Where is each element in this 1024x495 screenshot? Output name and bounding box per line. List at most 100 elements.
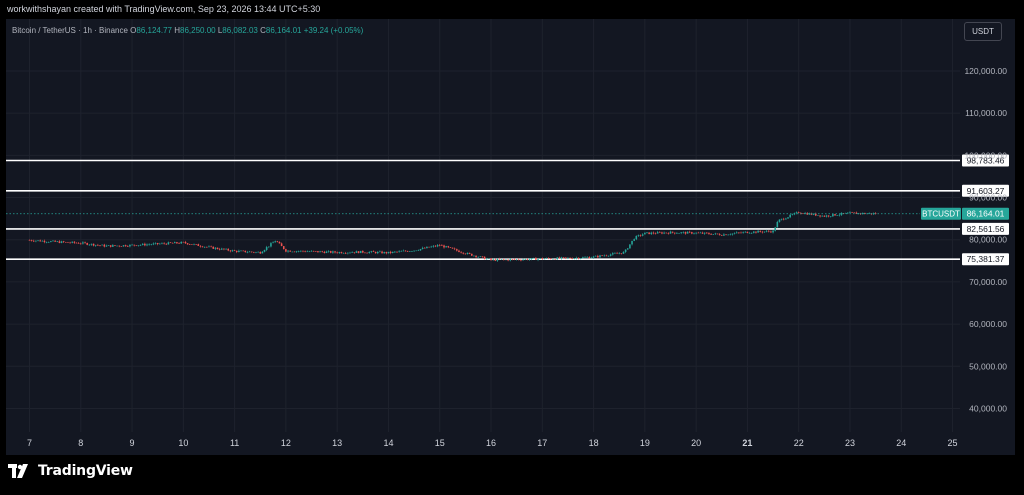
candle-body <box>39 240 41 242</box>
candle-body <box>120 246 123 247</box>
last-price-marker: BTCUSDT 86,164.01 <box>6 207 1009 220</box>
candle-body <box>152 243 155 245</box>
candle-body <box>71 241 74 243</box>
candle-body <box>56 241 59 242</box>
candle-body <box>520 259 522 261</box>
candle-body <box>415 250 418 252</box>
candle-body <box>458 250 460 253</box>
candle-body <box>293 251 296 253</box>
candle-body <box>291 251 294 253</box>
candle-body <box>511 259 514 260</box>
candle-body <box>381 251 383 254</box>
candle-body <box>716 233 719 235</box>
candle-body <box>817 215 819 216</box>
candle-body <box>406 251 409 252</box>
candle-body <box>740 232 742 234</box>
x-tick-label: 7 <box>27 438 32 448</box>
candle-body <box>827 215 830 217</box>
candle-body <box>210 246 212 248</box>
candle-body <box>778 219 781 222</box>
candle-body <box>597 255 599 258</box>
candle-body <box>445 246 447 248</box>
currency-button[interactable]: USDT <box>964 22 1002 41</box>
candle-body <box>376 251 379 254</box>
candle-body <box>723 234 725 236</box>
candle-body <box>62 241 65 243</box>
candle-body <box>838 214 841 216</box>
candle-body <box>355 251 358 253</box>
candle-body <box>105 245 108 247</box>
y-tick-label: 40,000.00 <box>969 403 1007 413</box>
candle-body <box>725 234 727 236</box>
candle-body <box>310 250 313 252</box>
candle-body <box>821 215 824 217</box>
candle-body <box>278 241 281 244</box>
time-axis: 7 8 9 10 11 12 13 14 15 16 17 18 19 20 21 22 23 24 25 <box>27 438 958 448</box>
candle-body <box>159 243 161 245</box>
candle-body <box>524 259 527 260</box>
candle-body <box>695 232 697 234</box>
y-tick-label: 70,000.00 <box>969 277 1007 287</box>
candle-body <box>203 246 206 248</box>
candle-body <box>579 258 582 259</box>
candle-body <box>832 214 834 217</box>
candle-body <box>785 218 787 220</box>
candle-body <box>387 251 390 254</box>
candle-body <box>122 245 125 247</box>
candle-body <box>235 250 238 252</box>
candle-body <box>126 246 129 247</box>
candle-body <box>601 255 603 256</box>
chart-panel[interactable] <box>6 19 1015 455</box>
candle-body <box>250 251 253 253</box>
candle-body <box>43 240 46 243</box>
candle-body <box>421 247 424 249</box>
candle-body <box>315 251 317 252</box>
level-label-box <box>962 184 1009 197</box>
candle-body <box>451 247 454 249</box>
candle-body <box>659 232 661 233</box>
candle-body <box>795 212 798 214</box>
brand-name: TradingView <box>38 463 133 479</box>
candle-body <box>550 258 552 260</box>
candle-body <box>650 232 653 235</box>
candle-body <box>323 251 326 253</box>
candle-body <box>282 246 285 250</box>
y-tick-label: 60,000.00 <box>969 319 1007 329</box>
x-tick-label: 20 <box>691 438 701 448</box>
candle-body <box>434 245 437 247</box>
candle-body <box>255 252 257 253</box>
candle-body <box>530 258 533 260</box>
candle-body <box>58 241 61 243</box>
x-tick-label: 23 <box>845 438 855 448</box>
last-price-value: 86,164.01 <box>967 209 1005 219</box>
candle-body <box>853 212 856 214</box>
candle-body <box>620 253 623 254</box>
candle-body <box>265 247 268 250</box>
candle-body <box>398 251 400 252</box>
candle-body <box>280 243 283 247</box>
tradingview-logo[interactable]: TradingView <box>8 463 133 479</box>
candle-body <box>532 257 535 259</box>
candle-body <box>447 246 450 248</box>
candle-body <box>131 244 133 246</box>
candle-body <box>498 258 501 260</box>
y-tick-label: 90,000.00 <box>969 193 1007 203</box>
candle-body <box>150 244 153 246</box>
candle-body <box>847 212 849 214</box>
symbol-name: Bitcoin / TetherUS · 1h · Binance <box>12 26 128 35</box>
candle-body <box>800 212 802 214</box>
candle-body <box>238 250 240 252</box>
candle-body <box>706 232 708 234</box>
candle-body <box>513 259 516 260</box>
candle-body <box>648 232 650 235</box>
x-tick-label: 11 <box>230 438 239 448</box>
candle-body <box>656 232 659 234</box>
candle-body <box>797 212 800 213</box>
candle-body <box>94 244 97 246</box>
candle-body <box>41 240 44 242</box>
candle-body <box>744 231 747 233</box>
candle-body <box>426 246 428 249</box>
candle-body <box>592 256 595 258</box>
candle-body <box>218 249 221 250</box>
